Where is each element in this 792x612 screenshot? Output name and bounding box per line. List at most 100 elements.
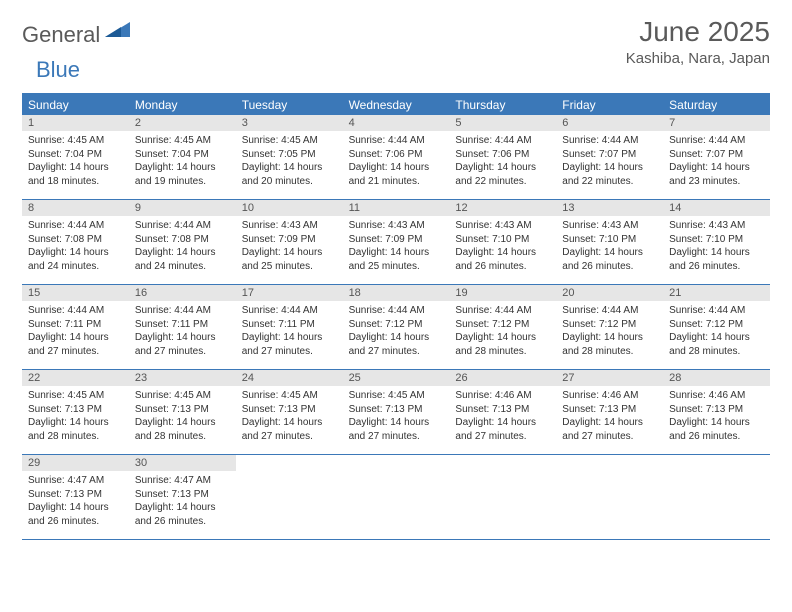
sunset-line: Sunset: 7:12 PM <box>455 318 550 332</box>
day-details: Sunrise: 4:45 AMSunset: 7:13 PMDaylight:… <box>343 386 450 449</box>
daylight-line-2: and 26 minutes. <box>562 260 657 274</box>
day-details: Sunrise: 4:47 AMSunset: 7:13 PMDaylight:… <box>129 471 236 534</box>
weekday-header: Friday <box>556 95 663 115</box>
daylight-line-2: and 28 minutes. <box>455 345 550 359</box>
sunrise-line: Sunrise: 4:45 AM <box>28 134 123 148</box>
daylight-line-2: and 28 minutes. <box>562 345 657 359</box>
day-number: 6 <box>556 115 663 131</box>
daylight-line-2: and 21 minutes. <box>349 175 444 189</box>
sunset-line: Sunset: 7:10 PM <box>562 233 657 247</box>
brand-part1: General <box>22 22 100 48</box>
day-number: 11 <box>343 200 450 216</box>
sunrise-line: Sunrise: 4:44 AM <box>562 304 657 318</box>
day-number: 8 <box>22 200 129 216</box>
day-cell: 11Sunrise: 4:43 AMSunset: 7:09 PMDayligh… <box>343 200 450 284</box>
daylight-line-2: and 22 minutes. <box>562 175 657 189</box>
day-details: Sunrise: 4:44 AMSunset: 7:11 PMDaylight:… <box>22 301 129 364</box>
day-details: Sunrise: 4:44 AMSunset: 7:07 PMDaylight:… <box>556 131 663 194</box>
day-cell: 21Sunrise: 4:44 AMSunset: 7:12 PMDayligh… <box>663 285 770 369</box>
day-number: 30 <box>129 455 236 471</box>
weekday-header: Monday <box>129 95 236 115</box>
day-cell: 6Sunrise: 4:44 AMSunset: 7:07 PMDaylight… <box>556 115 663 199</box>
sunset-line: Sunset: 7:07 PM <box>562 148 657 162</box>
day-cell: 12Sunrise: 4:43 AMSunset: 7:10 PMDayligh… <box>449 200 556 284</box>
daylight-line-1: Daylight: 14 hours <box>135 416 230 430</box>
sunset-line: Sunset: 7:09 PM <box>349 233 444 247</box>
daylight-line-2: and 18 minutes. <box>28 175 123 189</box>
daylight-line-2: and 25 minutes. <box>349 260 444 274</box>
day-number: 26 <box>449 370 556 386</box>
sunrise-line: Sunrise: 4:46 AM <box>562 389 657 403</box>
day-cell: 13Sunrise: 4:43 AMSunset: 7:10 PMDayligh… <box>556 200 663 284</box>
sunset-line: Sunset: 7:12 PM <box>349 318 444 332</box>
empty-cell <box>663 455 770 539</box>
daylight-line-2: and 27 minutes. <box>135 345 230 359</box>
day-number: 5 <box>449 115 556 131</box>
sunset-line: Sunset: 7:10 PM <box>669 233 764 247</box>
daylight-line-1: Daylight: 14 hours <box>562 161 657 175</box>
daylight-line-1: Daylight: 14 hours <box>135 501 230 515</box>
day-details: Sunrise: 4:43 AMSunset: 7:10 PMDaylight:… <box>449 216 556 279</box>
sunset-line: Sunset: 7:10 PM <box>455 233 550 247</box>
sunrise-line: Sunrise: 4:44 AM <box>455 134 550 148</box>
day-cell: 3Sunrise: 4:45 AMSunset: 7:05 PMDaylight… <box>236 115 343 199</box>
daylight-line-1: Daylight: 14 hours <box>242 161 337 175</box>
sunrise-line: Sunrise: 4:44 AM <box>135 219 230 233</box>
day-cell: 17Sunrise: 4:44 AMSunset: 7:11 PMDayligh… <box>236 285 343 369</box>
daylight-line-1: Daylight: 14 hours <box>242 416 337 430</box>
day-details: Sunrise: 4:44 AMSunset: 7:12 PMDaylight:… <box>556 301 663 364</box>
sunrise-line: Sunrise: 4:45 AM <box>135 389 230 403</box>
day-cell: 23Sunrise: 4:45 AMSunset: 7:13 PMDayligh… <box>129 370 236 454</box>
weekday-header: Saturday <box>663 95 770 115</box>
day-number: 21 <box>663 285 770 301</box>
day-cell: 8Sunrise: 4:44 AMSunset: 7:08 PMDaylight… <box>22 200 129 284</box>
day-cell: 16Sunrise: 4:44 AMSunset: 7:11 PMDayligh… <box>129 285 236 369</box>
daylight-line-2: and 27 minutes. <box>242 345 337 359</box>
day-number: 24 <box>236 370 343 386</box>
day-number: 7 <box>663 115 770 131</box>
day-cell: 15Sunrise: 4:44 AMSunset: 7:11 PMDayligh… <box>22 285 129 369</box>
sunset-line: Sunset: 7:13 PM <box>242 403 337 417</box>
daylight-line-1: Daylight: 14 hours <box>349 416 444 430</box>
day-number: 17 <box>236 285 343 301</box>
sunrise-line: Sunrise: 4:47 AM <box>28 474 123 488</box>
daylight-line-2: and 24 minutes. <box>135 260 230 274</box>
daylight-line-1: Daylight: 14 hours <box>349 331 444 345</box>
brand-triangle-icon <box>105 20 131 43</box>
daylight-line-1: Daylight: 14 hours <box>135 246 230 260</box>
day-cell: 10Sunrise: 4:43 AMSunset: 7:09 PMDayligh… <box>236 200 343 284</box>
daylight-line-1: Daylight: 14 hours <box>28 501 123 515</box>
daylight-line-2: and 19 minutes. <box>135 175 230 189</box>
day-number: 4 <box>343 115 450 131</box>
daylight-line-2: and 27 minutes. <box>455 430 550 444</box>
day-number: 1 <box>22 115 129 131</box>
day-number: 20 <box>556 285 663 301</box>
empty-cell <box>343 455 450 539</box>
sunset-line: Sunset: 7:11 PM <box>242 318 337 332</box>
sunset-line: Sunset: 7:08 PM <box>135 233 230 247</box>
day-cell: 18Sunrise: 4:44 AMSunset: 7:12 PMDayligh… <box>343 285 450 369</box>
brand-logo: General <box>22 16 133 48</box>
day-number: 2 <box>129 115 236 131</box>
daylight-line-2: and 20 minutes. <box>242 175 337 189</box>
day-cell: 30Sunrise: 4:47 AMSunset: 7:13 PMDayligh… <box>129 455 236 539</box>
sunrise-line: Sunrise: 4:44 AM <box>28 304 123 318</box>
daylight-line-2: and 22 minutes. <box>455 175 550 189</box>
sunrise-line: Sunrise: 4:44 AM <box>455 304 550 318</box>
day-details: Sunrise: 4:46 AMSunset: 7:13 PMDaylight:… <box>663 386 770 449</box>
daylight-line-2: and 26 minutes. <box>135 515 230 529</box>
week-row: 15Sunrise: 4:44 AMSunset: 7:11 PMDayligh… <box>22 285 770 370</box>
weekday-header: Sunday <box>22 95 129 115</box>
sunset-line: Sunset: 7:13 PM <box>28 488 123 502</box>
sunset-line: Sunset: 7:04 PM <box>28 148 123 162</box>
day-cell: 1Sunrise: 4:45 AMSunset: 7:04 PMDaylight… <box>22 115 129 199</box>
calendar-grid: SundayMondayTuesdayWednesdayThursdayFrid… <box>22 93 770 540</box>
daylight-line-1: Daylight: 14 hours <box>242 331 337 345</box>
daylight-line-2: and 27 minutes. <box>562 430 657 444</box>
daylight-line-2: and 28 minutes. <box>28 430 123 444</box>
day-number: 22 <box>22 370 129 386</box>
day-cell: 2Sunrise: 4:45 AMSunset: 7:04 PMDaylight… <box>129 115 236 199</box>
daylight-line-1: Daylight: 14 hours <box>562 331 657 345</box>
daylight-line-1: Daylight: 14 hours <box>669 331 764 345</box>
daylight-line-1: Daylight: 14 hours <box>28 331 123 345</box>
